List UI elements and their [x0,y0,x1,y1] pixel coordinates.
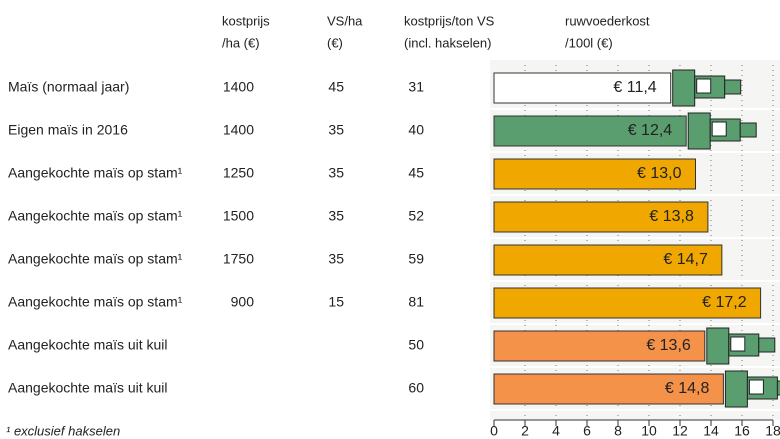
icon-part [725,371,747,407]
row-label: Maïs (normaal jaar) [8,79,129,95]
table-cell: 35 [328,165,344,181]
icon-part [688,113,710,149]
row-label: Aangekochte maïs op stam¹ [8,294,183,310]
table-cell: 35 [328,122,344,138]
table-cell: 31 [408,79,424,95]
value-label: € 12,4 [628,122,673,139]
row-label: Aangekochte maïs op stam¹ [8,208,183,224]
footnote: ¹ exclusief hakselen [6,423,120,438]
icon-part [712,122,726,136]
table-cell: 60 [408,380,424,396]
table-cell: 45 [408,165,424,181]
icon-part [697,79,711,93]
icon-part [725,80,741,94]
table-cell: 45 [328,79,344,95]
icon-part [673,70,695,106]
x-tick-label: 16 [734,423,750,439]
value-label: € 17,2 [702,294,747,311]
icon-part [749,380,763,394]
table-cell: 1250 [223,165,254,181]
value-label: € 13,8 [649,208,694,225]
column-header: (incl. hakselen) [404,35,491,50]
table-cell: 1750 [223,251,254,267]
row-label: Aangekochte maïs uit kuil [8,380,168,396]
icon-part [707,328,729,364]
row-label: Eigen maïs in 2016 [8,122,128,138]
icon-part [740,123,756,137]
row-label: Aangekochte maïs uit kuil [8,337,168,353]
column-header: VS/ha [327,13,363,28]
table-cell: 81 [408,294,424,310]
value-label: € 11,4 [613,79,656,96]
value-label: € 13,0 [637,165,682,182]
table-cell: 1400 [223,122,254,138]
column-header: ruwvoederkost [565,13,650,28]
table-cell: 35 [328,208,344,224]
column-header: kostprijs [222,13,270,28]
value-label: € 14,7 [663,251,708,268]
column-header: (€) [327,35,343,50]
table-cell: 35 [328,251,344,267]
icon-part [731,337,745,351]
column-header: /100l (€) [565,35,613,50]
x-tick-label: 0 [490,423,498,439]
table-cell: 40 [408,122,424,138]
chart: kostprijs/ha (€) VS/ha (€) kostprijs/ton VS… [0,0,780,439]
table-cell: 1400 [223,79,254,95]
value-label: € 14,8 [665,380,710,397]
row-label: Aangekochte maïs op stam¹ [8,165,183,181]
table-cell: 50 [408,337,424,353]
x-tick-label: 2 [521,423,529,439]
table-cell: 15 [328,294,344,310]
row-label: Aangekochte maïs op stam¹ [8,251,183,267]
column-header: kostprijs/ton VS [404,13,495,28]
x-tick-label: 10 [641,423,657,439]
table-cell: 1500 [223,208,254,224]
x-tick-label: 12 [672,423,688,439]
x-tick-label: 4 [552,423,560,439]
x-tick-label: 18 [765,423,780,439]
x-tick-label: 6 [583,423,591,439]
table-cell: 52 [408,208,424,224]
column-header: /ha (€) [222,35,260,50]
value-label: € 13,6 [646,337,691,354]
icon-part [759,338,775,352]
table-cell: 900 [231,294,255,310]
table-cell: 59 [408,251,424,267]
x-tick-label: 8 [614,423,622,439]
x-tick-label: 14 [703,423,719,439]
